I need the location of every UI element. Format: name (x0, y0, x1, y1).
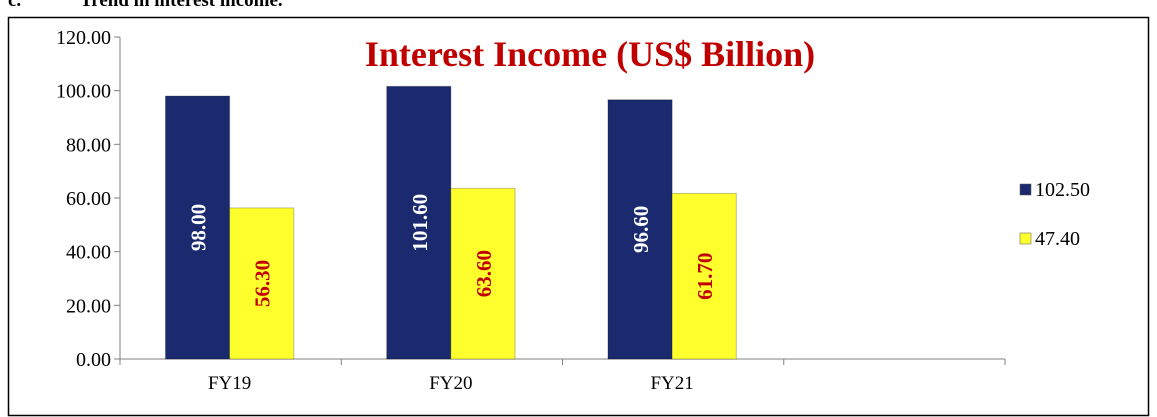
y-tick-label: 80.00 (66, 134, 111, 156)
legend-swatch (1019, 232, 1032, 245)
data-label: 56.30 (251, 260, 275, 307)
chart-title: Interest Income (US$ Billion) (365, 34, 815, 74)
data-label: 101.60 (408, 194, 432, 252)
y-tick-label: 40.00 (66, 242, 111, 264)
y-tick-label: 120.00 (56, 27, 111, 49)
y-tick-label: 100.00 (56, 81, 111, 103)
legend-swatch (1019, 183, 1032, 196)
x-tick-label: FY21 (650, 373, 693, 394)
heading-number: c. (8, 0, 21, 11)
legend-label: 102.50 (1035, 179, 1090, 201)
heading-text: Trend in interest income. (80, 0, 283, 11)
x-tick-label: FY19 (208, 373, 251, 394)
y-tick-label: 0.00 (76, 349, 111, 371)
bar (607, 99, 673, 360)
bar (450, 187, 516, 360)
data-label: 61.70 (693, 253, 717, 300)
legend-label: 47.40 (1035, 228, 1080, 250)
y-tick-label: 20.00 (66, 295, 111, 317)
y-tick-label: 60.00 (66, 188, 111, 210)
data-label: 96.60 (629, 206, 653, 253)
data-label: 98.00 (187, 204, 211, 251)
bar (671, 192, 737, 360)
bar (229, 207, 295, 360)
x-tick-label: FY20 (429, 373, 472, 394)
data-label: 63.60 (472, 250, 496, 297)
